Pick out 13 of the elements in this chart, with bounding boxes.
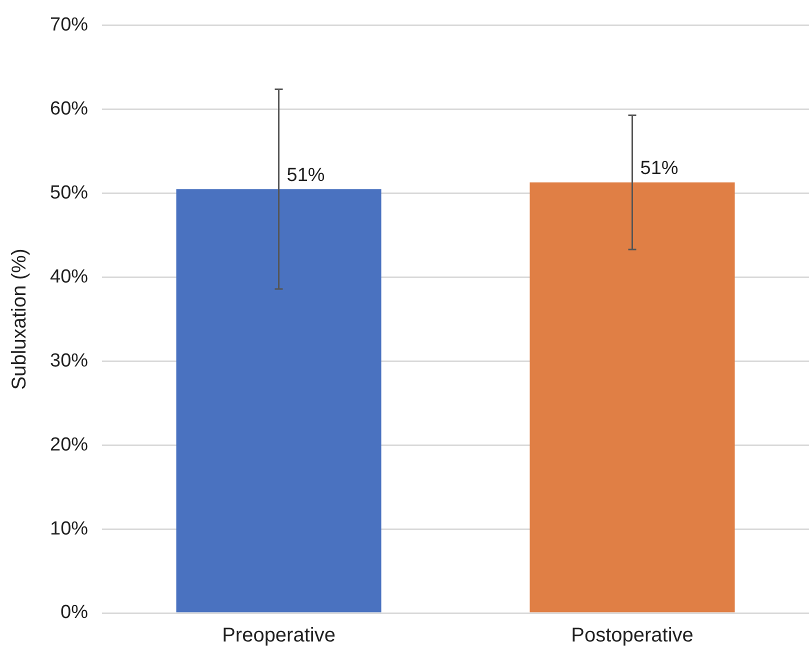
y-tick-label: 60% (50, 98, 88, 120)
y-tick-label: 30% (50, 350, 88, 372)
y-tick-label: 0% (60, 602, 88, 624)
y-tick-label: 70% (50, 14, 88, 36)
x-tick-label: Postoperative (571, 624, 694, 647)
data-label: 51% (286, 164, 325, 186)
y-tick-label: 40% (50, 266, 88, 288)
y-tick-label: 20% (50, 434, 88, 456)
y-tick-label: 50% (50, 182, 88, 204)
x-tick-label: Preoperative (222, 624, 336, 647)
y-tick-label: 10% (50, 518, 88, 540)
y-axis-title: Subluxation (%) (8, 248, 31, 390)
data-label: 51% (640, 158, 678, 180)
